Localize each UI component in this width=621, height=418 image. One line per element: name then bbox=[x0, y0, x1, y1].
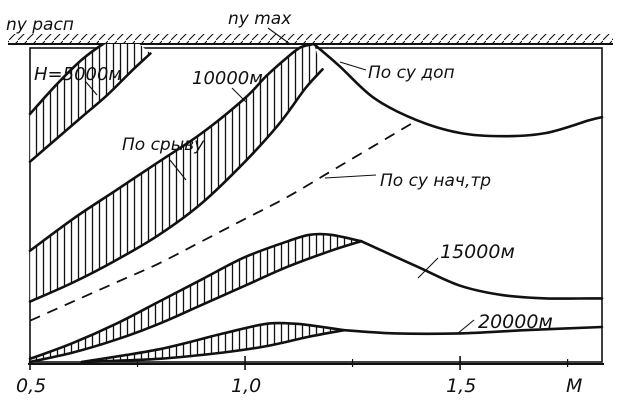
series-label-h15000: 15000м bbox=[440, 241, 515, 263]
leader-h15000 bbox=[417, 257, 439, 279]
label-n-y-max: nу max bbox=[228, 9, 292, 29]
x-tick-label: 0,5 bbox=[16, 375, 46, 397]
bands-layer bbox=[30, 44, 362, 362]
boundary-po-su-nach bbox=[29, 119, 418, 322]
series-upper-h5000 bbox=[28, 44, 106, 116]
band-h5000 bbox=[30, 44, 151, 162]
series-beyond-h20000 bbox=[342, 325, 604, 336]
plot-frame bbox=[29, 47, 603, 363]
boundary-label-po-su-nach: По су нач,тр bbox=[380, 171, 491, 191]
band-h15000 bbox=[30, 233, 362, 362]
leader-po-su-dop bbox=[339, 61, 367, 71]
series-lower-h10000 bbox=[28, 68, 324, 303]
series-lower-h15000 bbox=[28, 239, 363, 364]
boundary-po-su-dop bbox=[312, 44, 604, 138]
leader-h20000 bbox=[456, 319, 475, 335]
ceiling-hatch bbox=[8, 34, 613, 44]
series-lower-h20000 bbox=[80, 328, 346, 364]
series-lower-h5000 bbox=[28, 52, 152, 163]
band-h10000 bbox=[30, 44, 323, 302]
x-ticks-layer: 0,5 1,0 1,5 bbox=[16, 356, 569, 397]
leader-po-sryvu bbox=[169, 159, 187, 181]
series-label-h20000: 20000м bbox=[478, 311, 553, 333]
leader-h10000 bbox=[231, 87, 247, 103]
leader-po-su-nach bbox=[324, 174, 377, 179]
leader-h5000 bbox=[85, 81, 98, 96]
series-beyond-h15000 bbox=[359, 239, 604, 300]
boundary-label-po-su-dop: По су доп bbox=[368, 63, 455, 83]
series-label-h5000: H=5000м bbox=[34, 64, 122, 85]
series-upper-h10000 bbox=[28, 44, 316, 252]
series-upper-h15000 bbox=[28, 232, 363, 361]
x-tick-label: 1,0 bbox=[231, 375, 261, 397]
series-label-h10000: 10000м bbox=[192, 68, 263, 89]
curves-layer bbox=[28, 44, 604, 364]
leader-n-y-max bbox=[267, 27, 291, 45]
label-n-y-rasp: nу расп bbox=[6, 15, 74, 35]
series-upper-h20000 bbox=[80, 321, 346, 364]
annotation-po-sryvu: По срыву bbox=[122, 135, 205, 155]
x-tick-label: 1,5 bbox=[446, 375, 476, 397]
x-axis-label: M bbox=[566, 375, 582, 397]
